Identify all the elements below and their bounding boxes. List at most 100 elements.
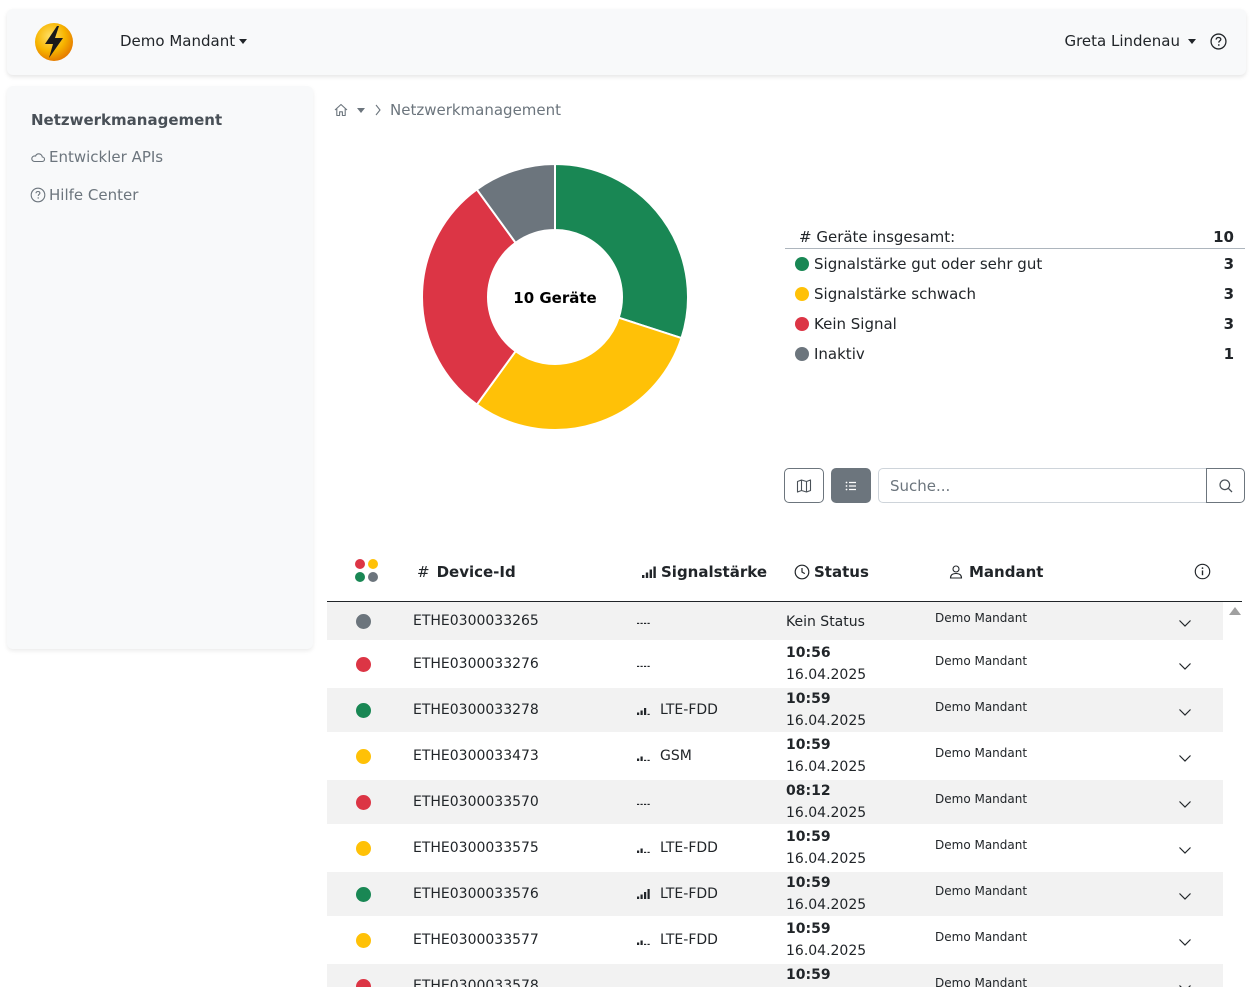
lightning-logo-icon[interactable]: [34, 22, 74, 62]
status-dot: [356, 614, 371, 629]
summary-row[interactable]: Kein Signal 3: [785, 309, 1245, 339]
status-cell: 10:59 16.04.2025: [786, 826, 866, 870]
table-row[interactable]: ETHE0300033575 LTE-FDD 10:59 16.04.2025 Demo…: [327, 826, 1223, 872]
mandant-cell: Demo Mandant: [935, 700, 1028, 714]
device-id-cell: ETHE0300033577: [413, 932, 539, 948]
top-navbar: Demo Mandant Greta Lindenau: [7, 9, 1246, 75]
summary-row-count: 3: [1223, 285, 1234, 303]
summary-row-count: 3: [1223, 255, 1234, 273]
device-id-cell: ETHE0300033575: [413, 840, 539, 856]
expand-chevron-down-icon[interactable]: [1178, 981, 1192, 987]
list-view-button[interactable]: [831, 468, 871, 503]
expand-chevron-down-icon[interactable]: [1178, 659, 1192, 673]
user-dropdown-label: Greta Lindenau: [1064, 32, 1180, 50]
scroll-up-arrow-icon[interactable]: [1229, 607, 1241, 615]
signal-cell: [636, 656, 660, 668]
status-column-header[interactable]: [354, 558, 380, 584]
sidebar-item-label: Entwickler APIs: [49, 148, 164, 166]
expand-chevron-down-icon[interactable]: [1178, 889, 1192, 903]
status-none-dot: [795, 317, 809, 331]
expand-chevron-down-icon[interactable]: [1178, 751, 1192, 765]
table-row[interactable]: ETHE0300033265 Kein Status Demo Mandant: [327, 602, 1223, 642]
mandant-column-header[interactable]: Mandant: [948, 563, 1043, 581]
status-date: 16.04.2025: [786, 805, 867, 821]
status-cell: 10:59 16.04.2025: [786, 734, 866, 778]
table-row[interactable]: ETHE0300033276 10:56 16.04.2025 Demo Mandan…: [327, 642, 1223, 688]
table-row[interactable]: ETHE0300033577 LTE-FDD 10:59 16.04.2025 Demo…: [327, 918, 1223, 964]
device-id-cell: ETHE0300033278: [413, 702, 539, 718]
expand-chevron-down-icon[interactable]: [1178, 935, 1192, 949]
signal-strength-icon: [637, 940, 650, 945]
map-view-button[interactable]: [784, 468, 824, 503]
table-row[interactable]: ETHE0300033570 08:12 16.04.2025 Demo Mandan…: [327, 780, 1223, 826]
status-time: 10:59: [786, 921, 831, 937]
expand-chevron-down-icon[interactable]: [1178, 705, 1192, 719]
device-id-column-header[interactable]: # Device-Id: [417, 563, 516, 581]
sidebar-title[interactable]: Netzwerkmanagement: [31, 111, 223, 129]
table-row[interactable]: ETHE0300033576 LTE-FDD 10:59 16.04.2025 Demo…: [327, 872, 1223, 918]
sidebar-item-entwickler-apis[interactable]: Entwickler APIs: [30, 148, 163, 166]
summary-row-count: 3: [1223, 315, 1234, 333]
signal-cell: [636, 613, 660, 625]
summary-total-value: 10: [1213, 228, 1234, 246]
home-icon[interactable]: [333, 102, 349, 118]
signal-strength-icon: [637, 756, 650, 761]
donut-slice-3[interactable]: [421, 188, 518, 406]
summary-row-label: Signalstärke gut oder sehr gut: [814, 255, 1043, 273]
donut-slice-2[interactable]: [475, 316, 683, 431]
search-button[interactable]: [1206, 468, 1245, 503]
expand-chevron-down-icon[interactable]: [1178, 843, 1192, 857]
donut-slice-1[interactable]: [554, 162, 689, 340]
summary-row-label: Kein Signal: [814, 315, 897, 333]
device-id-cell: ETHE0300033570: [413, 794, 539, 810]
summary-row[interactable]: Signalstärke gut oder sehr gut 3: [785, 249, 1245, 279]
status-time-column-header[interactable]: Status: [794, 563, 869, 581]
status-time: 10:59: [786, 875, 831, 891]
signal-strength-icon: [637, 889, 650, 899]
info-circle-icon: [1194, 563, 1211, 580]
signal-cell: LTE-FDD: [636, 886, 718, 902]
status-dot: [356, 979, 371, 987]
donut-center-label: 10 Geräte: [513, 289, 596, 307]
expand-chevron-down-icon[interactable]: [1178, 616, 1192, 630]
summary-row[interactable]: Signalstärke schwach 3: [785, 279, 1245, 309]
signal-strength-icon: [637, 622, 650, 624]
sidebar-item-hilfe-center[interactable]: Hilfe Center: [30, 186, 138, 204]
status-dot: [356, 749, 371, 764]
device-id-cell: ETHE0300033276: [413, 656, 539, 672]
info-column-header[interactable]: [1194, 563, 1211, 580]
signal-column-header[interactable]: Signalstärke: [641, 563, 767, 581]
sidebar-item-label: Hilfe Center: [49, 186, 139, 204]
question-circle-icon[interactable]: [1210, 33, 1227, 50]
caret-down-icon[interactable]: [357, 107, 365, 113]
donut-slice-4[interactable]: [475, 162, 556, 245]
signal-strength-icon: [637, 803, 650, 805]
signal-strength-icon: [637, 665, 650, 667]
cloud-icon: [31, 153, 46, 163]
question-circle-icon: [30, 187, 46, 203]
mandant-cell: Demo Mandant: [935, 611, 1028, 625]
status-inactive-dot: [795, 347, 809, 361]
user-dropdown[interactable]: Greta Lindenau: [1064, 32, 1196, 50]
network-type-label: LTE-FDD: [660, 932, 718, 948]
mandant-cell: Demo Mandant: [935, 792, 1028, 806]
expand-chevron-down-icon[interactable]: [1178, 797, 1192, 811]
table-row[interactable]: ETHE0300033278 LTE-FDD 10:59 16.04.2025 Demo…: [327, 688, 1223, 734]
mandant-cell: Demo Mandant: [935, 746, 1028, 760]
mandant-cell: Demo Mandant: [935, 930, 1028, 944]
network-type-label: LTE-FDD: [660, 886, 718, 902]
signal-strength-icon: [636, 978, 651, 987]
signal-header-label: Signalstärke: [661, 563, 767, 581]
search-input[interactable]: [878, 468, 1207, 503]
signal-cell: GSM: [636, 748, 692, 764]
status-cell: 08:12 16.04.2025: [786, 780, 866, 824]
tenant-dropdown[interactable]: Demo Mandant: [120, 32, 248, 50]
breadcrumb-current[interactable]: Netzwerkmanagement: [390, 101, 562, 119]
status-header-label: Status: [814, 563, 869, 581]
device-summary: # Geräte insgesamt: 10 Signalstärke gut …: [785, 226, 1245, 369]
status-time: 10:59: [786, 737, 831, 753]
device-table-header: # Device-Id Signalstärke Status Mandant: [327, 541, 1242, 602]
table-row[interactable]: ETHE0300033473 GSM 10:59 16.04.2025 Demo Man…: [327, 734, 1223, 780]
summary-row[interactable]: Inaktiv 1: [785, 339, 1245, 369]
